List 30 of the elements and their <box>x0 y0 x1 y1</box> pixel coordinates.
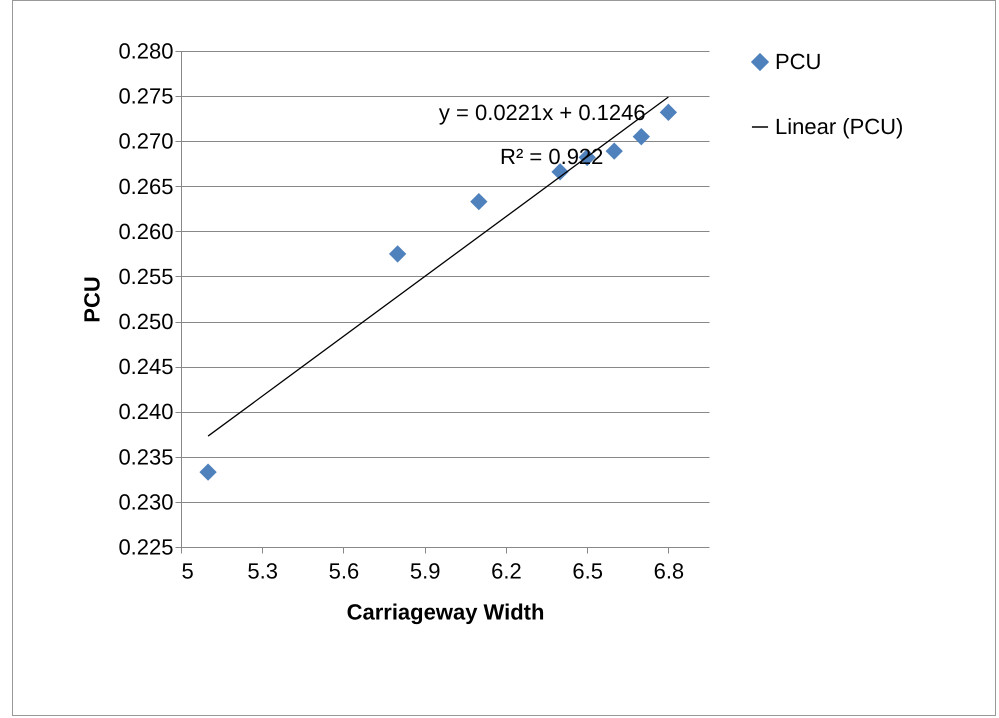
point <box>660 104 678 121</box>
x-tick-label: 6.2 <box>491 558 522 584</box>
y-tick-label: 0.230 <box>118 489 174 514</box>
y-tick-label: 0.265 <box>118 174 174 199</box>
point <box>470 192 488 210</box>
x-tick-label: 5 <box>182 558 194 584</box>
y-tick-label: 0.255 <box>118 264 174 289</box>
point <box>632 128 650 146</box>
point <box>199 463 217 481</box>
legend-label: PCU <box>775 49 822 74</box>
x-tick-label: 6.5 <box>572 558 603 584</box>
y-tick-label: 0.260 <box>118 218 174 244</box>
x-tick-label: 5.9 <box>410 558 440 584</box>
annotation: y = 0.0221x + 0.1246 <box>438 100 646 125</box>
y-tick-label: 0.235 <box>118 444 174 470</box>
y-tick-label: 0.240 <box>118 399 174 424</box>
point <box>388 245 406 263</box>
y-tick-label: 0.280 <box>118 38 174 64</box>
y-tick-label: 0.225 <box>118 534 174 560</box>
x-axis-title: Carriageway Width <box>346 600 544 624</box>
point <box>606 142 623 160</box>
x-tick-label: 6.8 <box>654 558 684 584</box>
x-tick-label: 5.3 <box>247 558 278 584</box>
x-tick-label: 5.6 <box>328 558 360 584</box>
y-tick-label: 0.270 <box>118 128 174 154</box>
y-tick-label: 0.245 <box>118 354 174 380</box>
y-axis-title: PCU <box>79 276 104 323</box>
y-tick-label: 0.250 <box>118 309 174 334</box>
y-tick-label: 0.275 <box>118 84 174 109</box>
legend-label: Linear (PCU) <box>775 114 904 139</box>
